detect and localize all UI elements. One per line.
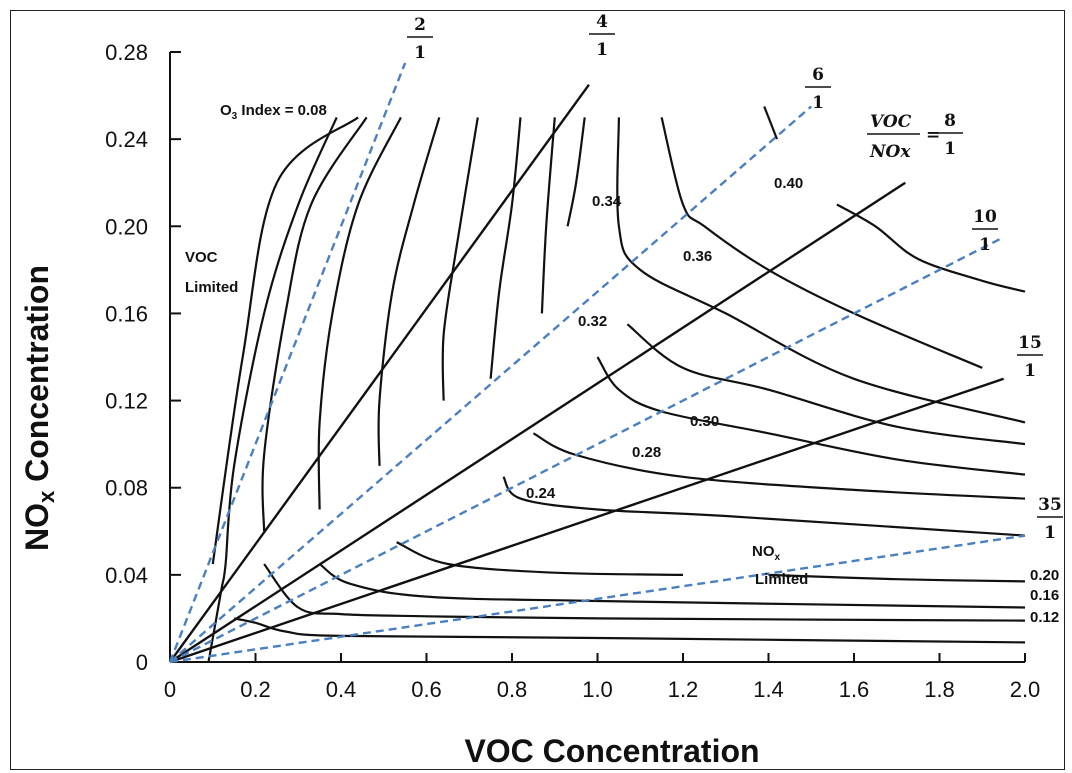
isopleth-label-0.24: 0.24 (526, 485, 556, 502)
ratio-label-numerator-35: 35 (1038, 495, 1062, 515)
ozone-isopleth-20 (836, 203, 1026, 293)
isopleth-label-0.40: 0.40 (774, 175, 803, 192)
ozone-isopleth-19 (660, 117, 983, 369)
axes: 0 0.2 0.4 0.6 0.8 1.0 1.2 1.4 1.6 1.8 2.0 0 0.04 0.08… (105, 40, 1040, 702)
ozone-isopleth-4 (263, 563, 1026, 622)
isopleth-group (207, 106, 1026, 663)
ratio-label-denominator-35: 1 (1044, 523, 1056, 543)
ozone-isopleth-12 (489, 117, 522, 379)
ratio-label-numerator-4: 4 (596, 12, 608, 32)
x-axis-label: VOC Concentration (464, 733, 759, 769)
x-tick-label: 1.2 (668, 677, 699, 702)
y-tick-label: 0 (136, 650, 148, 675)
isopleth-label-0.28: 0.28 (632, 444, 661, 461)
ozone-isopleth-18 (616, 117, 1026, 424)
isopleth-label-0.30: 0.30 (690, 413, 719, 430)
ratio-label-denominator-15: 1 (1024, 361, 1036, 381)
ratio-line-2-to-1 (168, 62, 407, 663)
ratio-label-denominator-2: 1 (414, 43, 426, 63)
ozone-isopleth-8 (396, 541, 684, 576)
ozone-isopleth-10 (441, 117, 479, 401)
ratio-equation-denominator: NOx (869, 142, 911, 162)
isopleth-label-0.20: 0.20 (1030, 567, 1059, 584)
ratio-line-8-to-1 (169, 181, 906, 664)
y-tick-label: 0.12 (105, 389, 148, 414)
ratio-line-15-to-1 (169, 377, 1005, 664)
ozone-index-label: O3 Index = 0.08 (220, 102, 327, 122)
x-tick-label: 1.0 (582, 677, 613, 702)
y-tick-label: 0.04 (105, 563, 148, 588)
ozone-isopleth-6 (318, 563, 1026, 609)
y-tick-label: 0.24 (105, 127, 148, 152)
y-axis-label: NOx Concentration (19, 265, 59, 551)
ozone-isopleth-15 (596, 356, 1026, 476)
x-tick-label: 0.2 (240, 677, 271, 702)
ratio-label-numerator-15: 15 (1018, 333, 1042, 353)
y-tick-label: 0.08 (105, 476, 148, 501)
ozone-isopleth-2 (233, 617, 1026, 644)
voc-limited-label-line2: Limited (185, 279, 238, 296)
ratio-line-4-to-1 (169, 83, 590, 663)
ratio-line-35-to-1 (169, 534, 1026, 664)
y-tick-label: 0.16 (105, 301, 148, 326)
ratio-line-6-to-1 (169, 105, 813, 663)
ratio-label-numerator-2: 2 (414, 15, 426, 35)
ozone-isopleth-3 (261, 116, 368, 532)
ratio-equation-numerator: VOC (870, 112, 912, 132)
isopleth-label-0.32: 0.32 (578, 313, 607, 330)
isopleth-label-0.34: 0.34 (592, 193, 622, 210)
isopleth-label-0.12: 0.12 (1030, 609, 1059, 626)
ratio-label-numerator-10: 10 (973, 207, 997, 227)
ratio-label-denominator-10: 1 (979, 235, 991, 255)
x-tick-label: 0.6 (411, 677, 442, 702)
ratio-label-numerator-6: 6 (812, 65, 824, 85)
ozone-isopleth-0 (211, 116, 359, 565)
ratio-label-denominator-8: 1 (944, 139, 956, 159)
y-tick-label: 0.20 (105, 214, 148, 239)
x-tick-label: 0 (164, 677, 176, 702)
ozone-isopleth-11 (502, 476, 1026, 537)
ratio-label-denominator-6: 1 (812, 93, 824, 113)
y-tick-label: 0.28 (105, 40, 148, 65)
voc-limited-label-line1: VOC (185, 249, 218, 266)
ozone-isopleth-9 (768, 573, 1026, 583)
ozone-isopleth-14 (540, 117, 556, 314)
x-tick-label: 1.8 (924, 677, 955, 702)
ratio-equation-sign: = (926, 125, 940, 145)
isopleth-label-0.36: 0.36 (683, 248, 712, 265)
ozone-isopleth-7 (377, 117, 441, 466)
nox-limited-label-line2: Limited (755, 571, 808, 588)
x-tick-label: 1.4 (753, 677, 784, 702)
x-tick-label: 2.0 (1010, 677, 1041, 702)
x-tick-label: 0.8 (497, 677, 528, 702)
ozone-isopleth-16 (566, 117, 586, 227)
nox-limited-label-line1: NOx (752, 543, 781, 563)
ratio-label-numerator-8: 8 (944, 111, 956, 131)
x-tick-label: 0.4 (326, 677, 357, 702)
ozone-isopleth-5 (317, 116, 402, 510)
x-tick-label: 1.6 (839, 677, 870, 702)
ratio-label-denominator-4: 1 (596, 40, 608, 60)
annotation-group: NOx Concentration VOC Concentration O3 I… (19, 12, 1063, 769)
ozone-isopleth-17 (626, 323, 1026, 446)
isopleth-label-0.16: 0.16 (1030, 587, 1059, 604)
chart-frame (10, 10, 1065, 770)
ozone-isopleth-21 (763, 106, 779, 140)
ratio-line-group (168, 62, 1026, 664)
